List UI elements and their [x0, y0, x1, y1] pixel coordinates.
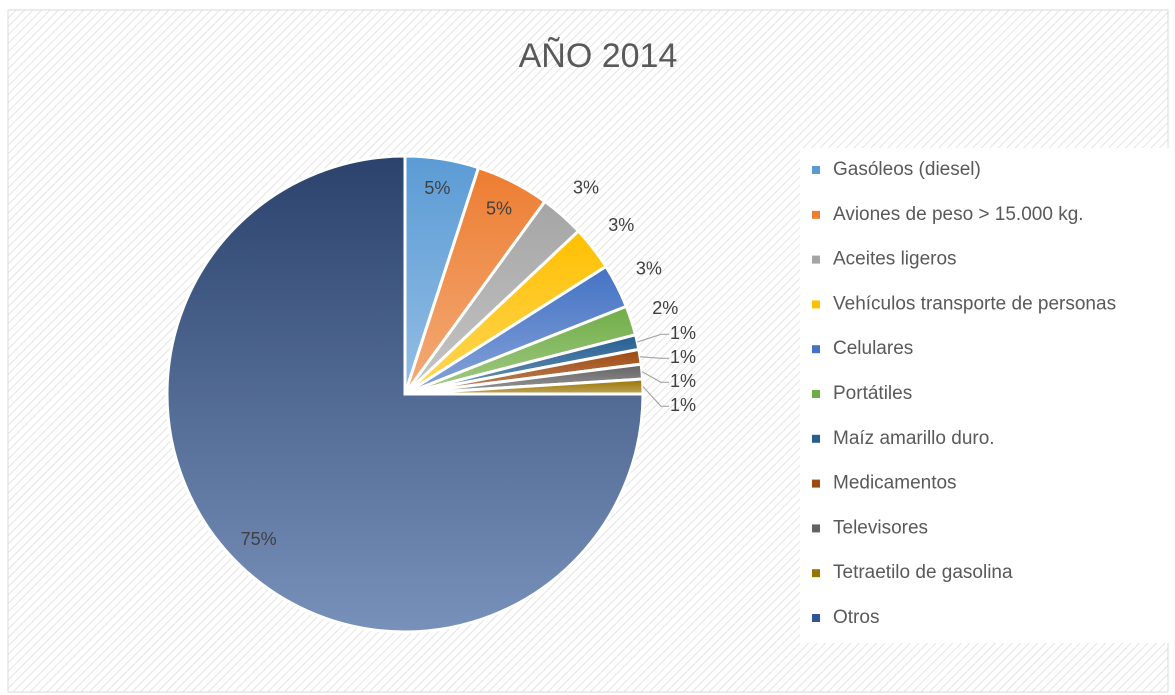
legend-swatch: [812, 255, 820, 264]
legend-swatch: [812, 390, 820, 398]
legend-label: Gasóleos (diesel): [833, 159, 981, 180]
data-label: 3%: [573, 177, 599, 197]
chart-title: AÑO 2014: [519, 37, 678, 75]
legend-swatch: [812, 524, 820, 533]
legend: Gasóleos (diesel) Aviones de peso > 15.00…: [812, 159, 1116, 628]
leader-line: [642, 386, 669, 407]
data-label: 2%: [652, 298, 678, 318]
legend-swatch: [812, 210, 820, 219]
legend-box: [800, 148, 1170, 643]
legend-label: Maíz amarillo duro.: [833, 428, 995, 449]
pie-slice: [165, 154, 645, 634]
leader-line: [641, 371, 669, 383]
legend-label: Otros: [833, 607, 879, 628]
legend-swatch: [812, 300, 820, 309]
leader-line: [637, 333, 669, 343]
pie: 5% 5% 3% 3% 3% 2% 1% 1% 1% 1% 75%: [165, 154, 696, 634]
legend-label: Aviones de peso > 15.000 kg.: [833, 204, 1084, 225]
data-label: 3%: [636, 258, 662, 278]
data-label: 1%: [670, 395, 696, 415]
legend-swatch: [812, 166, 820, 174]
data-label: 5%: [424, 178, 450, 198]
data-label: 5%: [486, 198, 512, 218]
data-label: 1%: [670, 323, 696, 343]
legend-label: Aceites ligeros: [833, 249, 957, 270]
data-label: 75%: [241, 529, 277, 549]
leader-line: [640, 356, 669, 359]
legend-label: Celulares: [833, 338, 913, 359]
data-label: 1%: [670, 347, 696, 367]
data-label: 3%: [608, 215, 634, 235]
legend-label: Televisores: [833, 517, 928, 538]
legend-swatch: [812, 569, 820, 578]
legend-label: Vehículos transporte de personas: [833, 293, 1116, 314]
legend-swatch: [812, 614, 820, 622]
legend-label: Medicamentos: [833, 473, 957, 494]
legend-swatch: [812, 434, 820, 443]
legend-swatch: [812, 345, 820, 354]
data-label: 1%: [670, 371, 696, 391]
legend-swatch: [812, 479, 820, 488]
legend-label: Tetraetilo de gasolina: [833, 562, 1013, 583]
legend-label: Portátiles: [833, 383, 912, 404]
